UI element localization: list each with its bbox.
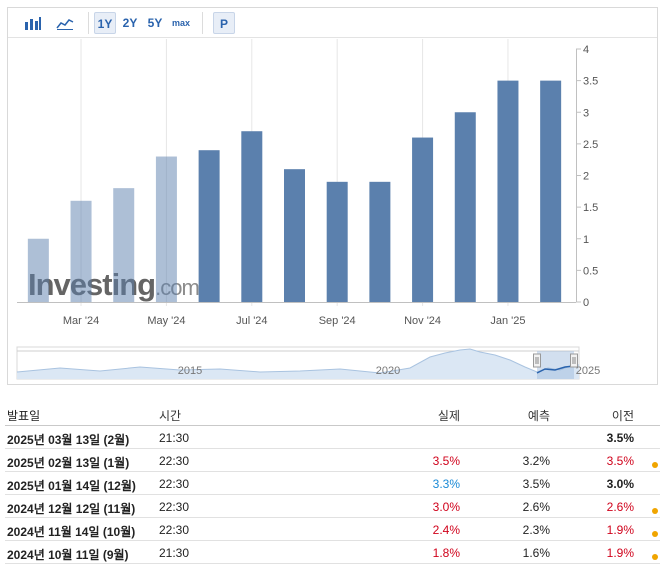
table-row: 2024년 11월 14일 (10월) 22:30 2.4% 2.3% 1.9% <box>5 518 660 541</box>
table-row: 2024년 12월 12일 (11월) 22:30 3.0% 2.6% 2.6% <box>5 495 660 518</box>
forecast-value: 1.6% <box>522 546 550 560</box>
forecast-value: 3.2% <box>522 454 550 468</box>
history-table: 발표일 시간 실제 예측 이전 2025년 03월 13일 (2월) 21:30 3… <box>5 401 660 564</box>
release-date: 2025년 03월 13일 (2월) <box>7 433 130 447</box>
table-row: 2025년 03월 13일 (2월) 21:30 3.5% <box>5 426 660 449</box>
y-tick-label: 3.5 <box>583 76 598 88</box>
navigator-year-label: 2025 <box>576 365 600 377</box>
chart-toolbar: 1Y 2Y 5Y max P <box>8 8 657 38</box>
previous-value: 2.6% <box>606 500 634 514</box>
range-5y-button[interactable]: 5Y <box>147 16 163 30</box>
bar-chart-icon <box>25 17 41 30</box>
previous-value: 3.0% <box>606 477 634 491</box>
release-date: 2025년 01월 14일 (12월) <box>7 479 136 493</box>
x-tick-label: Jan '25 <box>490 315 525 327</box>
x-tick-label: Mar '24 <box>63 315 99 327</box>
y-tick-label: 0.5 <box>583 265 598 277</box>
y-tick-label: 3 <box>583 107 589 119</box>
toolbar-divider <box>202 12 203 34</box>
y-tick-label: 0 <box>583 297 589 309</box>
range-max-button[interactable]: max <box>171 18 190 28</box>
table-row: 2025년 01월 14일 (12월) 22:30 3.3% 3.5% 3.0% <box>5 472 660 495</box>
previous-value: 3.5% <box>606 431 634 445</box>
table-header-row: 발표일 시간 실제 예측 이전 <box>5 401 660 426</box>
bar[interactable] <box>155 156 177 302</box>
bar-chart-type-button[interactable] <box>20 12 46 34</box>
y-tick-label: 2.5 <box>583 139 598 151</box>
header-previous[interactable]: 이전 <box>611 409 634 423</box>
navigator-selection[interactable] <box>537 351 574 379</box>
range-2y-button[interactable]: 2Y <box>122 16 138 30</box>
bar[interactable] <box>113 188 135 302</box>
release-date: 2024년 10월 11일 (9월) <box>7 548 129 562</box>
bar[interactable] <box>70 200 92 302</box>
toolbar-divider <box>88 12 89 34</box>
x-tick-label: Nov '24 <box>404 315 441 327</box>
chart-svg: Investing.com 00.511.522.533.54 Mar '24 M… <box>16 39 600 380</box>
navigator-handle[interactable] <box>570 353 578 368</box>
x-tick-label: Sep '24 <box>319 315 356 327</box>
table-row: 2025년 02월 13일 (1월) 22:30 3.5% 3.2% 3.5% <box>5 449 660 472</box>
navigator[interactable]: 2015 2020 2025 <box>16 346 600 380</box>
bar[interactable] <box>241 131 263 302</box>
forecast-value: 3.5% <box>522 477 550 491</box>
bar[interactable] <box>497 80 519 302</box>
y-tick-label: 1.5 <box>583 202 598 214</box>
range-1y-button[interactable]: 1Y <box>94 12 116 34</box>
line-chart-icon <box>56 19 74 30</box>
header-time[interactable]: 시간 <box>159 409 182 423</box>
bar[interactable] <box>198 150 220 302</box>
previous-value: 3.5% <box>606 454 634 468</box>
actual-value: 2.4% <box>432 523 460 537</box>
navigator-selected-line <box>536 365 575 374</box>
forecast-value: 2.3% <box>522 523 550 537</box>
header-actual[interactable]: 실제 <box>437 409 460 423</box>
x-tick-label: May '24 <box>147 315 185 327</box>
release-date: 2024년 11월 14일 (10월) <box>7 525 136 539</box>
x-tick-label: Jul '24 <box>236 315 267 327</box>
header-forecast[interactable]: 예측 <box>527 409 550 423</box>
actual-value: 1.8% <box>432 546 460 560</box>
bar[interactable] <box>369 181 391 302</box>
release-time: 21:30 <box>159 546 190 560</box>
navigator-area <box>17 349 579 379</box>
forecast-value: 2.6% <box>522 500 550 514</box>
bar[interactable] <box>326 181 348 302</box>
release-time: 22:30 <box>159 454 190 468</box>
release-time: 22:30 <box>159 523 190 537</box>
release-time: 22:30 <box>159 477 190 491</box>
previous-value: 1.9% <box>606 523 634 537</box>
release-date: 2024년 12월 12일 (11월) <box>7 502 136 516</box>
release-time: 21:30 <box>159 431 190 445</box>
bar[interactable] <box>412 137 434 302</box>
actual-value: 3.5% <box>432 454 460 468</box>
navigator-year-label: 2015 <box>178 365 202 377</box>
p-button[interactable]: P <box>213 12 235 34</box>
bar[interactable] <box>27 238 49 302</box>
release-time: 22:30 <box>159 500 190 514</box>
bar[interactable] <box>540 80 562 302</box>
header-date[interactable]: 발표일 <box>7 409 41 423</box>
line-chart-type-button[interactable] <box>52 12 78 34</box>
bar[interactable] <box>284 169 305 302</box>
actual-value: 3.3% <box>432 477 460 491</box>
actual-value: 3.0% <box>432 500 460 514</box>
bar[interactable] <box>454 112 476 302</box>
y-tick-label: 2 <box>583 171 589 183</box>
release-date: 2025년 02월 13일 (1월) <box>7 456 130 470</box>
navigator-handle[interactable] <box>533 353 541 368</box>
previous-value: 1.9% <box>606 546 634 560</box>
navigator-year-label: 2020 <box>376 365 400 377</box>
table-row: 2024년 10월 11일 (9월) 21:30 1.8% 1.6% 1.9% <box>5 541 660 564</box>
y-tick-label: 1 <box>583 234 589 246</box>
table-body: 2025년 03월 13일 (2월) 21:30 3.5% 2025년 02월 13일… <box>5 426 660 564</box>
y-tick-label: 4 <box>583 44 589 56</box>
